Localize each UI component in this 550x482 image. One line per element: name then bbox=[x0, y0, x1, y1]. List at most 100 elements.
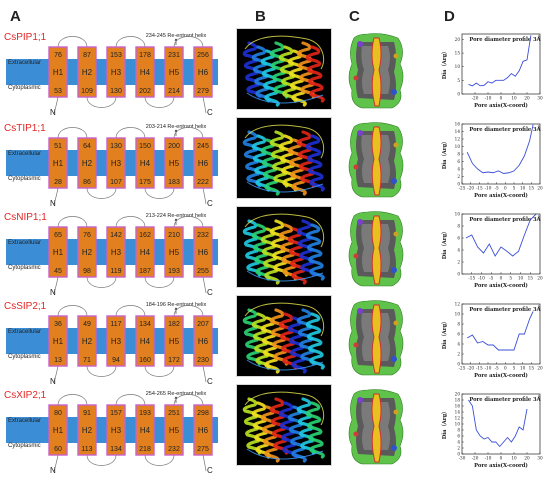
helix-start-residue: 87 bbox=[83, 52, 91, 59]
y-tick-label: 0 bbox=[457, 272, 460, 277]
x-tick-label: 20 bbox=[537, 276, 543, 281]
y-tick-label: 20 bbox=[455, 392, 461, 397]
n-terminus-label: N bbox=[50, 288, 56, 297]
helix-label: H2 bbox=[82, 68, 93, 77]
y-axis-label: Dia（Arg） bbox=[440, 319, 448, 350]
y-tick-label: 8 bbox=[457, 152, 460, 157]
panel-label-b: B bbox=[255, 8, 266, 25]
reentrant-helix-label: 254-265 Re-entrant helix bbox=[146, 391, 207, 397]
chart-title: Pore diameter profile 3Å bbox=[469, 395, 541, 403]
helix-label: H2 bbox=[82, 426, 93, 435]
reentrant-helix-label: 234-245 Re-entrant helix bbox=[146, 33, 207, 39]
x-tick-label: -10 bbox=[485, 456, 492, 461]
x-tick-label: 15 bbox=[529, 366, 535, 371]
x-tick-label: -20 bbox=[472, 456, 479, 461]
c-terminus-label: C bbox=[207, 199, 213, 208]
x-tick-label: 20 bbox=[537, 186, 543, 191]
y-tick-label: 0 bbox=[457, 452, 460, 457]
helix-start-residue: 117 bbox=[110, 321, 121, 328]
helix-start-residue: 134 bbox=[139, 321, 151, 328]
helix-start-residue: 49 bbox=[83, 321, 91, 328]
y-tick-label: 8 bbox=[457, 322, 460, 327]
reentrant-helix-label: 184-196 Re-entrant helix bbox=[146, 302, 207, 308]
y-axis-label: Dia（Arg） bbox=[440, 229, 448, 260]
x-tick-label: 20 bbox=[537, 366, 543, 371]
helix-start-residue: 256 bbox=[197, 52, 209, 59]
x-tick-label: -15 bbox=[476, 186, 483, 191]
y-tick-label: 6 bbox=[457, 236, 460, 241]
y-tick-label: 12 bbox=[455, 302, 461, 307]
x-axis-label: Pore axis(X-coord) bbox=[474, 192, 528, 199]
y-tick-label: 12 bbox=[455, 416, 461, 421]
cytoplasmic-label: Cytoplasmic bbox=[8, 354, 41, 360]
helix-label: H6 bbox=[198, 337, 209, 346]
x-tick-label: 0 bbox=[500, 456, 503, 461]
y-tick-label: 2 bbox=[457, 174, 460, 179]
extracellular-label: Extracellular bbox=[8, 60, 41, 66]
helix-label: H6 bbox=[198, 68, 209, 77]
helix-label: H1 bbox=[53, 426, 64, 435]
cytoplasmic-label: Cytoplasmic bbox=[8, 176, 41, 182]
x-tick-label: -5 bbox=[495, 366, 499, 371]
helix-end-residue: 94 bbox=[112, 357, 120, 364]
y-tick-label: 8 bbox=[457, 428, 460, 433]
helix-start-residue: 207 bbox=[197, 321, 209, 328]
helix-end-residue: 172 bbox=[168, 357, 180, 364]
helix-end-residue: 45 bbox=[54, 268, 62, 275]
helix-label: H1 bbox=[53, 337, 64, 346]
y-tick-label: 15 bbox=[455, 51, 461, 56]
x-axis-label: Pore axis(X-coord) bbox=[474, 282, 528, 289]
surface-cross-section-image bbox=[342, 30, 412, 112]
x-tick-label: -20 bbox=[467, 366, 474, 371]
helix-start-residue: 65 bbox=[54, 232, 62, 239]
helix-end-residue: 183 bbox=[168, 179, 180, 186]
x-tick-label: 5 bbox=[513, 366, 516, 371]
y-tick-label: 6 bbox=[457, 434, 460, 439]
panel-label-a: A bbox=[10, 8, 21, 25]
y-tick-label: 4 bbox=[457, 248, 460, 253]
y-tick-label: 10 bbox=[455, 212, 461, 217]
helix-end-residue: 275 bbox=[197, 446, 209, 453]
ribbon-structure-image bbox=[236, 28, 332, 110]
helix-start-residue: 91 bbox=[83, 410, 91, 417]
surface-cross-section-image bbox=[342, 297, 412, 379]
helix-label: H6 bbox=[198, 248, 209, 257]
x-tick-label: 10 bbox=[511, 456, 517, 461]
y-tick-label: 14 bbox=[455, 129, 461, 134]
helix-start-residue: 150 bbox=[139, 143, 151, 150]
y-tick-label: 4 bbox=[457, 342, 460, 347]
helix-label: H5 bbox=[169, 159, 180, 168]
helix-start-residue: 157 bbox=[110, 410, 122, 417]
helix-start-residue: 200 bbox=[168, 143, 180, 150]
panel-label-c: C bbox=[349, 8, 360, 25]
helix-start-residue: 162 bbox=[139, 232, 151, 239]
surface-cross-section-image bbox=[342, 119, 412, 201]
helix-end-residue: 60 bbox=[54, 446, 62, 453]
helix-start-residue: 142 bbox=[110, 232, 122, 239]
y-tick-label: 6 bbox=[457, 332, 460, 337]
panel-label-d: D bbox=[444, 8, 455, 25]
helix-end-residue: 160 bbox=[139, 357, 151, 364]
helix-end-residue: 53 bbox=[54, 88, 62, 95]
x-tick-label: -15 bbox=[476, 366, 483, 371]
chart-title: Pore diameter profile 3Å bbox=[469, 125, 541, 133]
